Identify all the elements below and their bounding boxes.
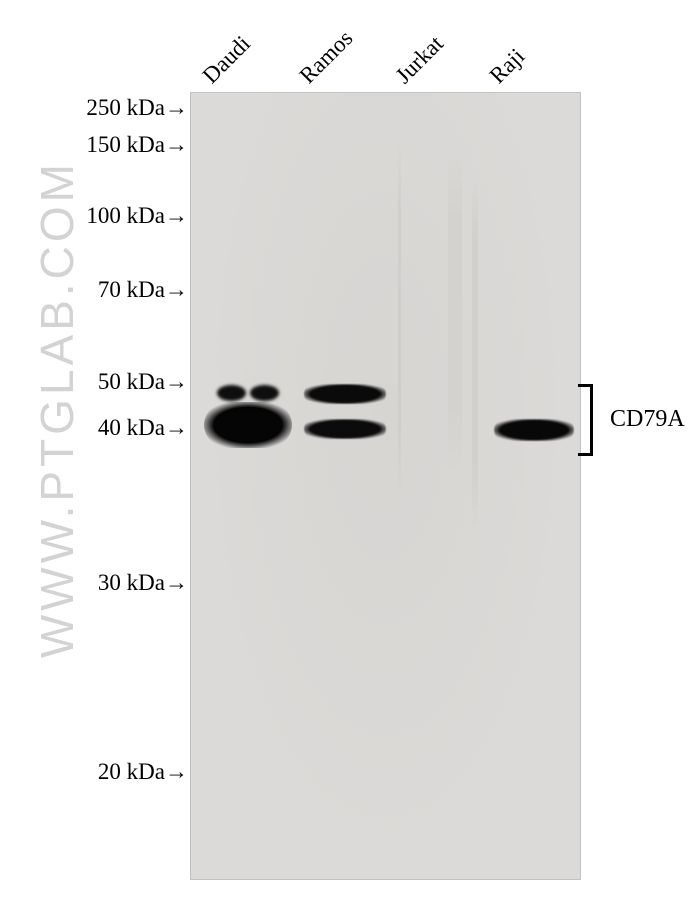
ladder-label: 150 kDa→	[86, 132, 188, 158]
band	[217, 385, 246, 401]
background-streak	[398, 140, 401, 500]
ladder-label: 30 kDa→	[98, 570, 188, 596]
band	[304, 419, 386, 439]
ladder-label: 20 kDa→	[98, 759, 188, 785]
band-core	[215, 410, 282, 439]
ladder-label: 40 kDa→	[98, 415, 188, 441]
figure-stage: WWW.PTGLAB.COM CD79A 250 kDa→ 150 kDa→ 100…	[0, 0, 700, 903]
lane-label: Jurkat	[391, 31, 449, 89]
blot-membrane	[190, 92, 581, 880]
lane-label: Daudi	[198, 31, 256, 89]
ladder-label: 50 kDa→	[98, 369, 188, 395]
bracket-tick	[578, 453, 590, 456]
watermark-text: WWW.PTGLAB.COM	[30, 160, 84, 658]
band	[494, 419, 574, 441]
ladder-label: 100 kDa→	[86, 203, 188, 229]
protein-name-label: CD79A	[610, 406, 685, 433]
lane-label: Ramos	[295, 25, 359, 89]
ladder-label: 250 kDa→	[86, 95, 188, 121]
background-streak	[472, 170, 478, 530]
background-streak	[448, 150, 462, 470]
bracket-vertical	[590, 384, 593, 456]
bracket-tick	[578, 384, 590, 387]
lane-label: Raji	[485, 44, 530, 89]
ladder-label: 70 kDa→	[98, 277, 188, 303]
band	[304, 384, 386, 404]
